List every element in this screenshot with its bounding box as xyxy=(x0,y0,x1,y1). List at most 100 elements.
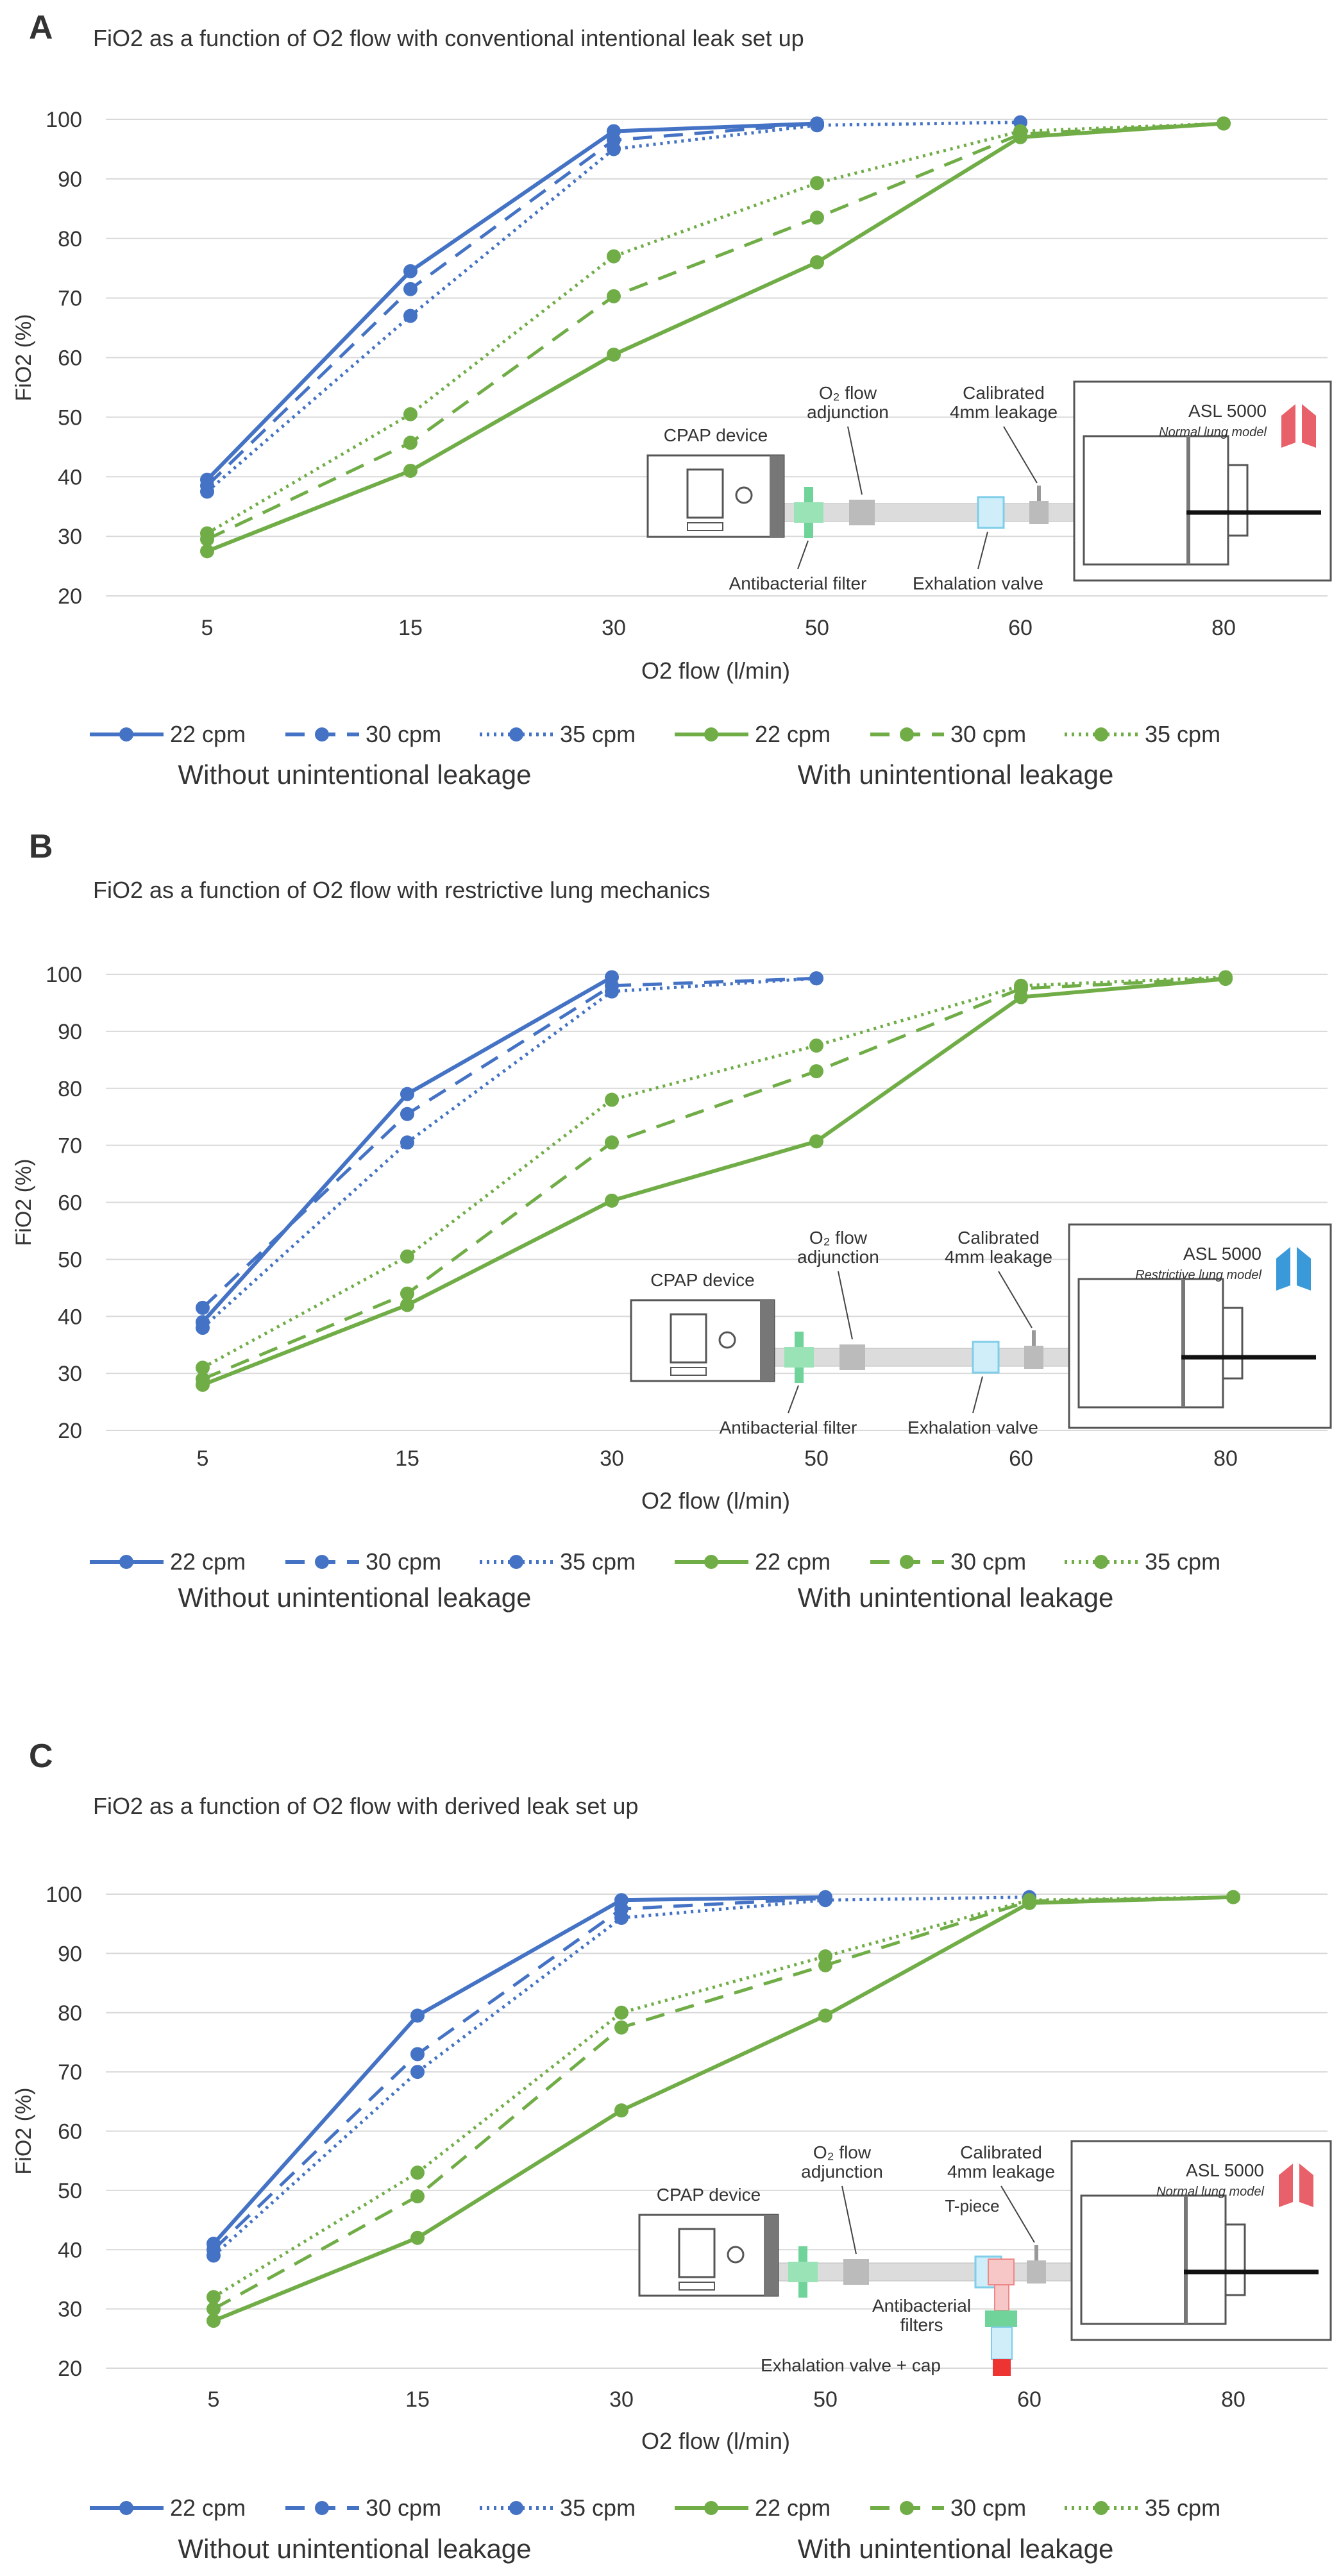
data-point xyxy=(1022,1893,1036,1908)
group-label-without: Without unintentional leakage xyxy=(178,1582,531,1613)
data-point xyxy=(614,2103,628,2118)
t-piece-icon xyxy=(988,2258,1015,2285)
data-point xyxy=(207,2290,221,2305)
legend-marker xyxy=(119,727,133,741)
legend-marker xyxy=(315,2501,329,2515)
legend-marker xyxy=(704,727,718,741)
y-tick-label: 80 xyxy=(58,2001,82,2026)
cpap-screen xyxy=(686,468,724,519)
leak-label-2: 4mm leakage xyxy=(945,1247,1052,1267)
o2-adjunction-icon xyxy=(839,1344,865,1370)
data-point xyxy=(410,2065,425,2080)
legend-item: 22 cpm xyxy=(675,1548,831,1575)
y-tick-label: 20 xyxy=(58,1419,82,1443)
setup-diagram: CPAP device ASL 5000 Normal lung model O₂ f… xyxy=(638,2140,1332,2376)
y-tick-label: 50 xyxy=(58,405,82,430)
valve-cap-label: Exhalation valve + cap xyxy=(761,2355,941,2375)
y-tick-label: 80 xyxy=(58,227,82,251)
legend-label: 30 cpm xyxy=(366,1548,441,1575)
cpap-screen xyxy=(678,2228,716,2278)
panel-c: C FiO2 as a function of O2 flow with deri… xyxy=(12,1738,1332,2564)
series-line xyxy=(205,121,818,481)
cpap-side xyxy=(770,455,784,537)
exhalation-valve-icon xyxy=(991,2326,1013,2360)
legend-item: 22 cpm xyxy=(675,2495,831,2521)
legend-item: 30 cpm xyxy=(285,721,441,747)
cap-icon xyxy=(993,2359,1011,2376)
filters-label-2: filters xyxy=(900,2315,943,2335)
asl-cylinder xyxy=(1080,2194,1227,2325)
y-tick-label: 70 xyxy=(58,287,82,311)
t-piece-stem xyxy=(994,2284,1009,2311)
data-point xyxy=(200,484,214,499)
pointer-line xyxy=(797,540,809,570)
lung-model-label: Normal lung model xyxy=(1159,425,1267,439)
chart-title: FiO2 as a function of O2 flow with conve… xyxy=(93,25,804,51)
y-tick-label: 40 xyxy=(58,2238,82,2262)
x-tick-label: 50 xyxy=(805,616,829,640)
legend-label: 35 cpm xyxy=(1145,2495,1220,2521)
data-point xyxy=(196,1321,210,1335)
data-point xyxy=(400,1135,414,1150)
y-tick-label: 60 xyxy=(58,2120,82,2144)
data-point xyxy=(607,249,621,264)
calibrated-leak-icon xyxy=(1029,501,1049,524)
data-point xyxy=(614,2020,628,2035)
series-line xyxy=(212,1895,826,2246)
valve-label: Exhalation valve xyxy=(913,573,1043,593)
cpap-slot xyxy=(687,522,723,531)
series-line xyxy=(206,122,1224,541)
legend-marker xyxy=(1094,727,1108,741)
x-tick-label: 15 xyxy=(398,616,423,640)
legend-label: 22 cpm xyxy=(170,1548,246,1575)
legend-item: 30 cpm xyxy=(870,721,1026,747)
y-tick-label: 40 xyxy=(58,1305,82,1329)
legend: 22 cpm 30 cpm 35 cpm 22 cpm 30 cpm 35 cpm With… xyxy=(90,1548,1220,1613)
pointer-line xyxy=(998,1271,1033,1328)
group-label-with: With unintentional leakage xyxy=(798,2534,1114,2564)
x-tick-label: 60 xyxy=(1017,2387,1042,2412)
x-tick-label: 15 xyxy=(405,2387,430,2412)
legend-item: 22 cpm xyxy=(90,1548,246,1575)
data-point xyxy=(1014,978,1028,993)
legend-label: 35 cpm xyxy=(560,1548,636,1575)
legend-marker xyxy=(900,2501,914,2515)
legend-label: 30 cpm xyxy=(950,721,1026,747)
data-point xyxy=(810,255,824,269)
legend-label: 22 cpm xyxy=(755,1548,831,1575)
legend-marker xyxy=(1094,1555,1108,1569)
legend-label: 30 cpm xyxy=(366,2495,441,2521)
legend-item: 22 cpm xyxy=(90,2495,246,2521)
legend-item: 35 cpm xyxy=(1065,2495,1220,2521)
filter-body xyxy=(788,2262,818,2282)
data-point xyxy=(605,1092,619,1107)
data-point xyxy=(1219,970,1233,985)
data-point xyxy=(207,2301,221,2316)
legend-marker xyxy=(119,2501,133,2515)
series-layer xyxy=(207,1890,1240,2328)
cpap-side xyxy=(760,1300,774,1381)
x-tick-label: 50 xyxy=(804,1446,829,1471)
data-point xyxy=(614,2005,628,2020)
asl-label: ASL 5000 xyxy=(1186,2160,1264,2180)
leak-label: Calibrated xyxy=(960,2142,1042,2162)
y-tick-label: 30 xyxy=(58,2298,82,2322)
filters-label: Antibacterial xyxy=(872,2296,971,2316)
cpap-side xyxy=(764,2215,778,2296)
legend-label: 35 cpm xyxy=(1145,721,1220,747)
group-label-with: With unintentional leakage xyxy=(798,759,1114,790)
asl-housing xyxy=(1222,1307,1244,1380)
data-point xyxy=(196,1300,210,1315)
legend-marker xyxy=(704,1555,718,1569)
data-point xyxy=(614,1910,628,1925)
calibrated-leak-icon xyxy=(1027,2260,1046,2284)
legend-item: 30 cpm xyxy=(870,1548,1026,1575)
y-tick-label: 40 xyxy=(58,465,82,489)
x-tick-label: 5 xyxy=(201,616,214,640)
leak-label: Calibrated xyxy=(957,1228,1040,1248)
lung-icon xyxy=(1281,404,1316,448)
x-tick-label: 30 xyxy=(609,2387,634,2412)
y-tick-label: 20 xyxy=(58,584,82,609)
calibrated-leak-icon xyxy=(1024,1346,1043,1369)
leak-label: Calibrated xyxy=(963,383,1045,403)
